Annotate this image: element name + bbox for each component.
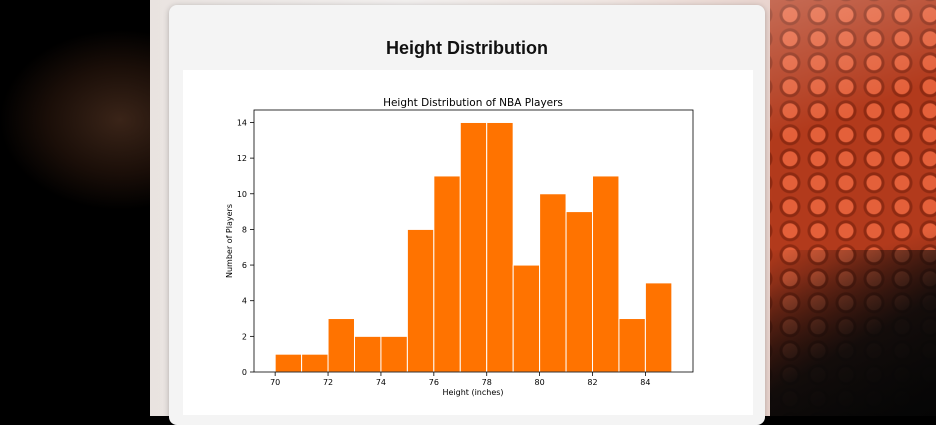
histogram-bar bbox=[486, 121, 514, 373]
histogram-bar bbox=[592, 175, 620, 373]
x-tick-label: 74 bbox=[376, 378, 386, 387]
background-left bbox=[0, 0, 160, 416]
y-axis-label: Number of Players bbox=[225, 204, 234, 278]
y-tick-label: 8 bbox=[242, 225, 247, 234]
x-tick-label: 72 bbox=[323, 378, 333, 387]
x-tick-label: 82 bbox=[587, 378, 597, 387]
x-tick-label: 80 bbox=[535, 378, 545, 387]
histogram-bar bbox=[618, 318, 646, 373]
histogram-bar bbox=[406, 228, 435, 373]
histogram-chart: Height Distribution of NBA Players 70 72 7… bbox=[225, 97, 694, 397]
x-tick-label: 70 bbox=[270, 378, 280, 387]
y-tick-label: 6 bbox=[242, 261, 247, 270]
histogram-bar bbox=[565, 211, 594, 373]
plot-frame bbox=[253, 109, 694, 373]
y-tick-label: 14 bbox=[237, 118, 247, 127]
histogram-bar bbox=[433, 175, 461, 373]
x-tick-label: 78 bbox=[482, 378, 492, 387]
histogram-bar bbox=[274, 353, 303, 373]
histogram-bar bbox=[512, 264, 541, 373]
x-axis-ticks: 70 72 74 76 78 80 82 84 bbox=[270, 372, 650, 387]
y-tick-label: 2 bbox=[242, 332, 247, 341]
background-basketball-shadow bbox=[770, 250, 936, 416]
page-title: Height Distribution bbox=[386, 38, 548, 58]
histogram-bar bbox=[380, 335, 408, 373]
y-axis-ticks: 0 2 4 6 8 10 12 14 bbox=[237, 118, 254, 377]
histogram-bar bbox=[327, 318, 355, 373]
chart-container: Height Distribution of NBA Players 70 72 7… bbox=[183, 70, 753, 415]
histogram-bar bbox=[353, 335, 382, 373]
y-tick-label: 10 bbox=[237, 190, 247, 199]
bars-group bbox=[274, 121, 673, 373]
x-tick-label: 84 bbox=[640, 378, 650, 387]
y-tick-label: 4 bbox=[242, 297, 247, 306]
content-card: Height Distribution Height Distribution … bbox=[169, 5, 765, 425]
y-tick-label: 0 bbox=[242, 368, 247, 377]
histogram-bar bbox=[459, 121, 488, 373]
x-axis-label: Height (inches) bbox=[442, 388, 503, 397]
histogram-bar bbox=[301, 353, 329, 373]
x-tick-label: 76 bbox=[429, 378, 439, 387]
histogram-bar bbox=[539, 193, 567, 373]
y-tick-label: 12 bbox=[237, 154, 247, 163]
histogram-bar bbox=[644, 282, 673, 373]
chart-title: Height Distribution of NBA Players bbox=[383, 97, 563, 109]
